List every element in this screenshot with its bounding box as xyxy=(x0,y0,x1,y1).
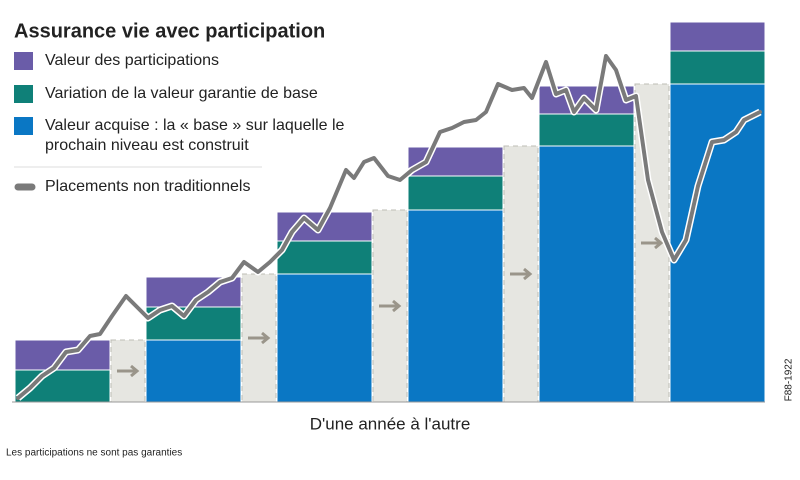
arrow xyxy=(248,331,271,345)
legend-label-box: Variation de la valeur garantie de base xyxy=(45,85,318,102)
bar-segment xyxy=(276,273,373,403)
bar-segment xyxy=(407,209,504,403)
bar-segment xyxy=(276,240,373,275)
legend-label-box: Placements non traditionnels xyxy=(45,178,251,195)
arrow xyxy=(379,299,402,313)
legend-label-box: Valeur des participations xyxy=(45,52,220,69)
legend-label: Placements non traditionnels xyxy=(45,178,251,195)
bar-segment xyxy=(538,113,635,147)
legend-swatch xyxy=(14,117,33,135)
footnote: Les participations ne sont pas garanties xyxy=(6,448,182,459)
arrow xyxy=(117,364,140,378)
line xyxy=(16,54,762,400)
bar-segment xyxy=(538,145,635,403)
bar-segment xyxy=(407,175,504,211)
chart-title: Assurance vie avec participation xyxy=(14,20,325,42)
arrow xyxy=(641,236,664,250)
legend-label-box: Valeur acquise : la « base » sur laquell… xyxy=(45,117,345,154)
arrow xyxy=(510,267,533,281)
legend-label: Variation de la valeur garantie de base xyxy=(45,85,318,102)
legend-label: Valeur acquise : la « base » sur laquell… xyxy=(45,117,345,154)
bar-segment xyxy=(669,21,766,52)
legend-swatch xyxy=(14,85,33,103)
x-axis-label: D'une année à l'autre xyxy=(310,414,471,433)
bar-segment xyxy=(145,339,242,403)
legend-swatch xyxy=(14,52,33,70)
bar-segment xyxy=(669,50,766,85)
legend-label: Valeur des participations xyxy=(45,52,220,69)
figure-code: F88-1922 xyxy=(784,358,795,401)
